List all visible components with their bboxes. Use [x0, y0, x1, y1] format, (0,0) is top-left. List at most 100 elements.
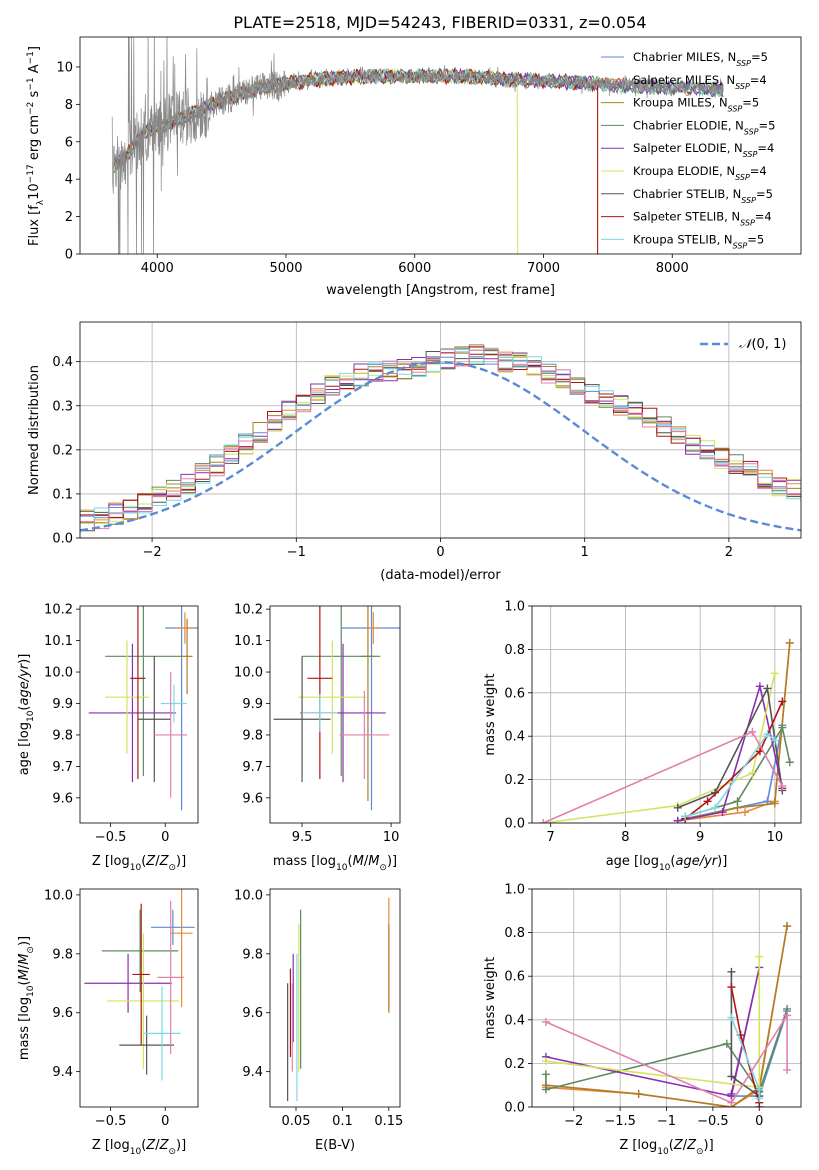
label-part: ⊙	[696, 1147, 704, 1157]
legend-tail: =4	[755, 210, 772, 224]
legend-sub: SSP	[743, 150, 758, 159]
histogram-step	[80, 348, 801, 530]
data-point	[176, 612, 194, 644]
legend-text: Salpeter MILES, N	[633, 73, 735, 87]
legend-tail: =4	[757, 141, 774, 155]
weight-marker	[539, 819, 548, 823]
y-tick-label: 0.6	[504, 970, 525, 985]
x-tick-label: 6000	[398, 261, 431, 276]
weight-line	[543, 673, 776, 823]
label-part: M	[17, 954, 32, 965]
data-point	[151, 909, 195, 945]
x-tick-label: 0.1	[332, 1114, 353, 1129]
histogram-step	[80, 346, 801, 528]
x-tick-label: 8	[621, 830, 629, 845]
weight-marker	[770, 799, 779, 808]
y-tick-label: 4	[65, 173, 73, 188]
label-part: )]	[17, 654, 32, 664]
weight-marker	[755, 682, 764, 691]
legend-entry: Salpeter MILES, NSSP=4	[633, 73, 767, 91]
y-tick-label: 0.4	[52, 355, 73, 370]
label-part: (	[17, 980, 32, 985]
weight-marker	[727, 1098, 736, 1107]
x-tick-label: −2	[143, 545, 162, 560]
y-tick-label: 10.1	[234, 634, 263, 649]
x-tick-label: 0.15	[374, 1114, 403, 1129]
data-point	[130, 606, 146, 779]
weight-marker	[733, 797, 742, 806]
y-tick-label: 6	[65, 135, 73, 150]
y-tick-label: 10.0	[234, 666, 263, 681]
data-point	[105, 640, 149, 754]
y-tick-label: 9.7	[52, 760, 73, 775]
plot-area	[273, 606, 400, 811]
legend-entry: Chabrier ELODIE, NSSP=5	[633, 118, 775, 136]
normal-curve	[80, 360, 801, 532]
weight-marker	[727, 967, 736, 976]
y-tick-label: 1.0	[504, 883, 525, 898]
axes-frame	[531, 888, 802, 1108]
data-point	[298, 640, 367, 754]
label-part: −2	[26, 102, 36, 115]
y-tick-label: 9.9	[242, 697, 263, 712]
x-tick-label: 0	[755, 1114, 763, 1129]
histogram-step	[80, 347, 801, 534]
y-tick-label: 10	[56, 60, 73, 75]
weight-marker	[770, 669, 779, 678]
label-part: erg cm	[27, 115, 42, 164]
weight-line	[542, 730, 784, 823]
plot-area	[84, 889, 195, 1081]
label-part: mass [log	[273, 854, 336, 869]
y-tick-label: 10.0	[44, 888, 73, 903]
label-part: /	[155, 1138, 160, 1153]
panel-age-vs-Z: −0.5 09.69.79.89.910.010.110.2Z [log10(Z/…	[17, 603, 199, 873]
x-tick-label: 10	[767, 830, 784, 845]
weight-marker	[778, 723, 787, 732]
data-point	[107, 933, 180, 1069]
legend-text: Salpeter STELIB, N	[633, 210, 740, 224]
weight-marker	[785, 638, 794, 647]
weight-line	[545, 925, 788, 1107]
data-point	[339, 690, 390, 779]
y-axis-label: Normed distribution	[27, 365, 42, 495]
weight-line	[545, 1012, 788, 1104]
label-part: Z	[145, 1138, 156, 1153]
x-axis-label: E(B-V)	[315, 1138, 355, 1153]
y-tick-label: 9.4	[242, 1065, 263, 1080]
y-axis-label: mass weight	[483, 957, 498, 1039]
y-tick-label: 0.1	[52, 487, 73, 502]
label-part: ⊙	[379, 863, 387, 873]
legend-entry: Kroupa MILES, NSSP=5	[633, 96, 759, 114]
weight-marker	[755, 1085, 764, 1094]
x-axis-label: (data-model)/error	[380, 568, 501, 583]
legend: 𝒩(0, 1)	[700, 337, 786, 352]
weight-marker	[711, 803, 720, 812]
y-tick-label: 10.0	[44, 666, 73, 681]
data-point	[157, 900, 184, 1054]
x-axis-label: age [log10(age/yr)]	[606, 854, 728, 873]
data-point	[119, 1015, 174, 1075]
data-point	[181, 618, 193, 695]
label-part: /	[683, 1138, 688, 1153]
label-part: λ	[36, 199, 46, 205]
weight-marker	[727, 983, 736, 992]
label-part: M	[17, 969, 32, 980]
y-tick-label: 0	[65, 248, 73, 263]
label-part: −1	[26, 51, 36, 64]
data-point	[302, 606, 381, 776]
weight-marker	[763, 684, 772, 693]
axes: −0.5 09.69.79.89.910.010.110.2Z [log10(Z/…	[17, 603, 186, 873]
gridlines	[532, 605, 801, 824]
axes-frame	[79, 888, 199, 1108]
label-part: (	[17, 706, 32, 711]
legend-tail: =5	[742, 96, 759, 110]
axes: −2 −1 0 1 2 0.0 0.1 0.2 0.3 0.4 (data-model)/error…	[27, 355, 733, 583]
label-part: Z [log	[619, 1138, 657, 1153]
y-tick-label: 0.0	[504, 817, 525, 832]
weight-marker	[673, 816, 682, 823]
legend-entry: Chabrier MILES, NSSP=5	[633, 50, 768, 68]
label-part: 10	[659, 863, 671, 873]
